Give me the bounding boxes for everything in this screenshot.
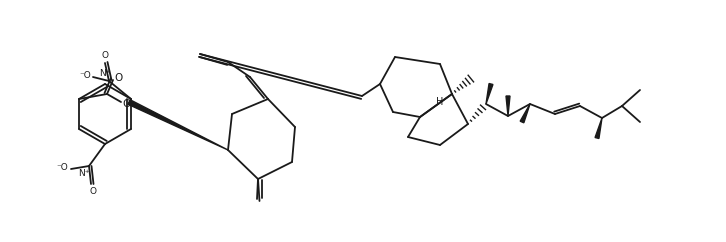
- Polygon shape: [520, 104, 530, 123]
- Polygon shape: [506, 96, 510, 116]
- Text: O: O: [102, 52, 108, 60]
- Text: N⁺: N⁺: [99, 68, 111, 77]
- Text: ⁻O: ⁻O: [79, 71, 91, 81]
- Polygon shape: [128, 100, 228, 150]
- Text: ⁻O: ⁻O: [56, 164, 68, 173]
- Text: H: H: [436, 97, 444, 107]
- Text: O: O: [122, 99, 130, 109]
- Text: O: O: [114, 73, 122, 83]
- Text: N⁺: N⁺: [78, 169, 90, 179]
- Polygon shape: [486, 83, 493, 104]
- Text: O: O: [89, 187, 97, 196]
- Polygon shape: [595, 118, 602, 138]
